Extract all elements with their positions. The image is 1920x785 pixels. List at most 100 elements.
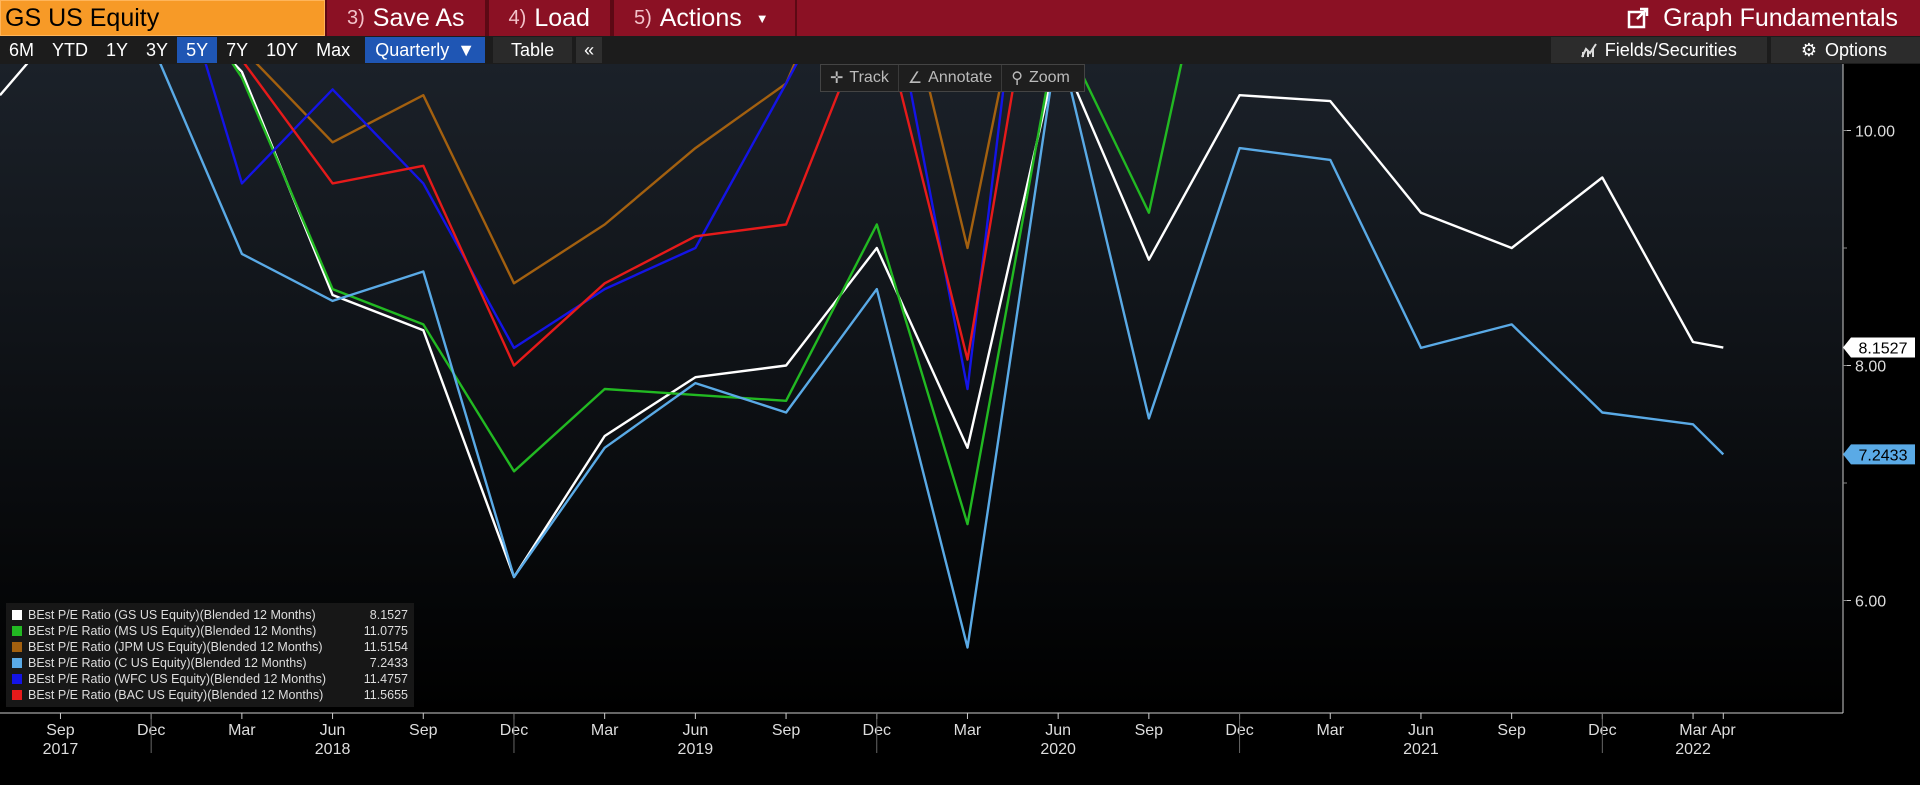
frequency-label: Quarterly: [375, 39, 450, 60]
track-tool[interactable]: ✛ Track: [821, 65, 899, 91]
legend-swatch: [12, 690, 22, 700]
last-value-label-gs: 8.1527: [1843, 337, 1915, 358]
magnifier-icon: ⚲: [1011, 70, 1023, 87]
function-title: Graph Fundamentals: [1663, 3, 1898, 32]
load-number: 4): [508, 6, 527, 29]
load-label: Load: [534, 3, 590, 32]
fields-securities-label: Fields/Securities: [1604, 39, 1737, 60]
series-line-c[interactable]: [0, 64, 1725, 649]
annotate-tool[interactable]: ∠ Annotate: [899, 65, 1003, 91]
series-line-ms[interactable]: [0, 64, 1723, 526]
range-10y-button[interactable]: 10Y: [266, 39, 299, 60]
actions-button[interactable]: 5) Actions ▼: [611, 0, 797, 36]
legend-item-jpm[interactable]: BEst P/E Ratio (JPM US Equity)(Blended 1…: [12, 639, 408, 655]
options-label: Options: [1824, 39, 1887, 60]
fields-securities-button[interactable]: Fields/Securities: [1550, 37, 1767, 63]
load-button[interactable]: 4) Load: [486, 0, 612, 36]
ticker-field[interactable]: GS US Equity: [0, 0, 325, 36]
legend-swatch: [12, 626, 22, 636]
legend-item-gs[interactable]: BEst P/E Ratio (GS US Equity)(Blended 12…: [12, 607, 408, 623]
x-tick-label: Apr: [1711, 722, 1737, 739]
x-year-label: 2017: [43, 741, 79, 758]
legend-item-c[interactable]: BEst P/E Ratio (C US Equity)(Blended 12 …: [12, 655, 408, 671]
range-1y-button[interactable]: 1Y: [106, 39, 129, 60]
legend-value: 11.5655: [363, 688, 408, 702]
collapse-button[interactable]: «: [576, 37, 603, 63]
series-line-jpm[interactable]: [0, 64, 1723, 285]
range-max-button[interactable]: Max: [316, 39, 351, 60]
track-label: Track: [849, 69, 889, 86]
x-tick-label: Jun: [1408, 722, 1434, 739]
legend-label: BEst P/E Ratio (GS US Equity)(Blended 12…: [28, 608, 316, 622]
legend-item-ms[interactable]: BEst P/E Ratio (MS US Equity)(Blended 12…: [12, 623, 408, 639]
last-value-text: 7.2433: [1859, 447, 1908, 464]
x-tick-label: Mar: [591, 722, 619, 739]
legend-item-wfc[interactable]: BEst P/E Ratio (WFC US Equity)(Blended 1…: [12, 671, 408, 687]
legend-value: 8.1527: [369, 608, 408, 622]
legend-label: BEst P/E Ratio (BAC US Equity)(Blended 1…: [28, 688, 324, 702]
legend-value: 11.4757: [363, 672, 408, 686]
range-toolbar: 6M YTD 1Y 3Y 5Y 7Y 10Y Max Quarterly ▼ T…: [0, 36, 1920, 64]
range-3y-button[interactable]: 3Y: [146, 39, 169, 60]
legend-swatch: [12, 674, 22, 684]
last-value-badge: [1843, 444, 1915, 465]
gear-icon: ⚙: [1800, 39, 1817, 60]
x-tick-label: Jun: [1045, 722, 1071, 739]
x-tick-label: Sep: [1497, 722, 1526, 739]
range-6m-button[interactable]: 6M: [9, 39, 35, 60]
chevron-down-icon: ▼: [457, 39, 476, 60]
legend-label: BEst P/E Ratio (JPM US Equity)(Blended 1…: [28, 640, 323, 654]
x-year-label: 2019: [678, 741, 714, 758]
x-tick-label: Sep: [1135, 722, 1164, 739]
x-tick-label: Mar: [1316, 722, 1344, 739]
save-as-number: 3): [347, 6, 365, 29]
actions-number: 5): [633, 6, 652, 29]
range-7y-button[interactable]: 7Y: [226, 39, 249, 60]
legend-swatch: [12, 642, 22, 652]
last-value-badge: [1843, 337, 1915, 358]
table-button[interactable]: Table: [493, 37, 573, 63]
axes: 6.008.0010.0012.0014.00Sep2017DecMarJun2…: [0, 64, 1895, 758]
save-as-label: Save As: [372, 3, 465, 32]
last-value-label-c: 7.2433: [1843, 444, 1915, 465]
x-tick-label: Mar: [1679, 722, 1707, 739]
actions-label: Actions: [659, 3, 742, 32]
x-tick-label: Jun: [682, 722, 708, 739]
range-5y-button[interactable]: 5Y: [177, 37, 218, 63]
annotate-label: Annotate: [928, 69, 993, 86]
range-ytd-button[interactable]: YTD: [52, 39, 89, 60]
chevron-down-icon: ▼: [755, 10, 769, 26]
options-button[interactable]: ⚙ Options: [1770, 37, 1920, 63]
x-tick-label: Sep: [46, 722, 75, 739]
legend-label: BEst P/E Ratio (MS US Equity)(Blended 12…: [28, 624, 317, 638]
x-tick-label: Sep: [409, 722, 438, 739]
series-lines: [0, 64, 1725, 649]
x-year-label: 2020: [1040, 741, 1076, 758]
x-tick-label: Sep: [772, 722, 801, 739]
legend-swatch: [12, 610, 22, 620]
zoom-tool[interactable]: ⚲ Zoom: [1002, 65, 1079, 91]
crosshair-icon: ✛: [830, 70, 844, 87]
zoom-label: Zoom: [1028, 69, 1070, 86]
graph-fundamentals-button[interactable]: Graph Fundamentals: [1627, 0, 1920, 36]
chart-tools: ✛ Track ∠ Annotate ⚲ Zoom: [820, 64, 1085, 92]
save-as-button[interactable]: 3) Save As: [325, 0, 487, 36]
legend-value: 11.5154: [363, 640, 408, 654]
y-tick-label: 8.00: [1855, 359, 1886, 376]
legend-label: BEst P/E Ratio (WFC US Equity)(Blended 1…: [28, 672, 327, 686]
frequency-dropdown[interactable]: Quarterly ▼: [365, 37, 486, 63]
chart-icon: [1580, 43, 1597, 58]
x-year-label: 2022: [1675, 741, 1711, 758]
legend-item-bac[interactable]: BEst P/E Ratio (BAC US Equity)(Blended 1…: [12, 687, 408, 703]
external-link-icon: [1627, 7, 1649, 29]
series-line-wfc[interactable]: [0, 64, 1723, 391]
last-value-text: 8.1527: [1859, 341, 1908, 358]
title-bar: GS US Equity 3) Save As 4) Load 5) Actio…: [0, 0, 1920, 36]
x-tick-label: Mar: [954, 722, 982, 739]
x-tick-label: Jun: [320, 722, 346, 739]
x-year-label: 2018: [315, 741, 351, 758]
series-line-bac[interactable]: [0, 64, 1723, 367]
legend-value: 7.2433: [369, 656, 408, 670]
y-tick-label: 10.00: [1855, 124, 1895, 141]
